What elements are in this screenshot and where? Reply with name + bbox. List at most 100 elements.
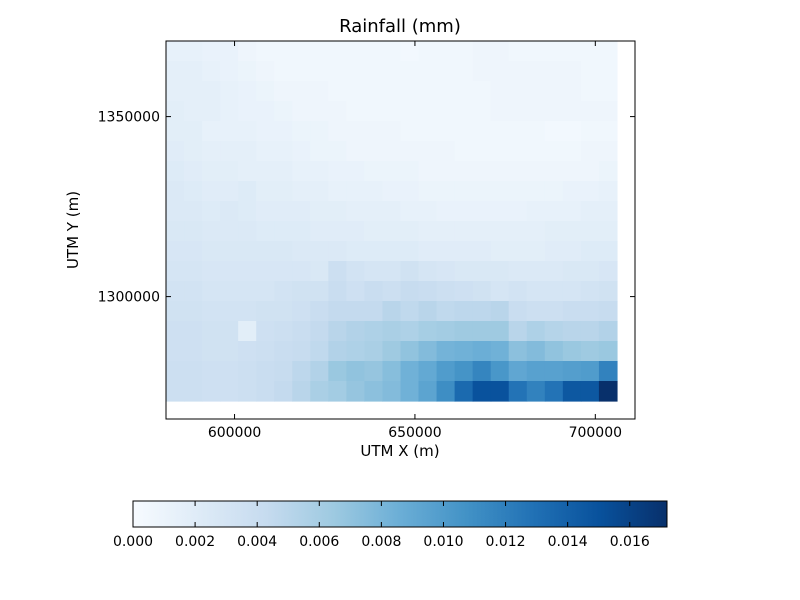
heatmap-cell	[238, 61, 257, 82]
heatmap-cell	[166, 101, 185, 122]
heatmap-cell	[184, 361, 203, 382]
heatmap-cell	[580, 81, 600, 102]
heatmap-cell	[292, 201, 311, 222]
heatmap-cell	[256, 61, 275, 82]
heatmap-cell	[310, 261, 329, 282]
heatmap-cell	[526, 101, 546, 122]
heatmap-cell	[220, 321, 239, 342]
heatmap-cell	[166, 241, 185, 262]
heatmap-cell	[544, 181, 564, 202]
heatmap-cell	[580, 41, 600, 62]
heatmap-cell	[238, 241, 257, 262]
heatmap-cell	[562, 261, 582, 282]
heatmap-cell	[472, 281, 492, 302]
heatmap-cell	[382, 361, 402, 382]
heatmap-cell	[544, 321, 564, 342]
heatmap-cell	[526, 121, 546, 142]
heatmap-cell	[436, 61, 456, 82]
heatmap-cell	[490, 121, 510, 142]
heatmap-cell	[436, 121, 456, 142]
heatmap-cell	[310, 381, 329, 402]
heatmap-cell	[580, 101, 600, 122]
heatmap-cell	[364, 221, 384, 242]
heatmap-cell	[544, 81, 564, 102]
heatmap-cell	[490, 201, 510, 222]
heatmap-cell	[400, 321, 420, 342]
heatmap-cell	[598, 361, 618, 382]
heatmap-cell	[598, 221, 618, 242]
heatmap-cell	[292, 361, 311, 382]
heatmap-cell	[508, 261, 528, 282]
heatmap-cell	[598, 81, 618, 102]
colorbar-tick-label: 0.016	[610, 534, 650, 550]
heatmap-cell	[292, 41, 311, 62]
y-tick-label: 1350000	[98, 110, 160, 126]
heatmap-cell	[310, 321, 329, 342]
heatmap-cell	[580, 201, 600, 222]
heatmap-cell	[310, 301, 329, 322]
heatmap-cell	[400, 161, 420, 182]
heatmap-cell	[274, 361, 293, 382]
heatmap-cell	[364, 141, 384, 162]
heatmap-cell	[346, 201, 366, 222]
heatmap-cell	[418, 61, 438, 82]
heatmap-cell	[436, 261, 456, 282]
heatmap-cell	[562, 321, 582, 342]
heatmap-cell	[310, 181, 329, 202]
heatmap-cell	[202, 341, 221, 362]
heatmap-cell	[400, 81, 420, 102]
heatmap-cell	[544, 241, 564, 262]
heatmap-cell	[166, 221, 185, 242]
heatmap-cell	[544, 301, 564, 322]
heatmap-cell	[256, 241, 275, 262]
heatmap-cell	[562, 121, 582, 142]
heatmap-cell	[598, 61, 618, 82]
heatmap-cell	[508, 41, 528, 62]
heatmap-cell	[382, 241, 402, 262]
heatmap-cell	[526, 41, 546, 62]
heatmap-cell	[256, 341, 275, 362]
heatmap-cell	[544, 41, 564, 62]
heatmap-cell	[400, 101, 420, 122]
heatmap-cell	[472, 101, 492, 122]
heatmap-cell	[256, 41, 275, 62]
heatmap-cell	[598, 281, 618, 302]
heatmap-cell	[292, 101, 311, 122]
heatmap-cell	[418, 341, 438, 362]
heatmap-cell	[382, 341, 402, 362]
heatmap-cell	[382, 81, 402, 102]
heatmap-cell	[508, 181, 528, 202]
plot-frame	[165, 40, 636, 420]
heatmap-cell	[598, 381, 618, 402]
heatmap-cell	[436, 301, 456, 322]
heatmap-cell	[328, 81, 347, 102]
heatmap-cell	[220, 121, 239, 142]
heatmap-cell	[580, 381, 600, 402]
heatmap-cell	[256, 81, 275, 102]
heatmap-cell	[526, 241, 546, 262]
heatmap-cell	[202, 361, 221, 382]
heatmap-cell	[166, 341, 185, 362]
heatmap-cell	[526, 201, 546, 222]
heatmap-cell	[490, 261, 510, 282]
heatmap-cell	[364, 241, 384, 262]
heatmap-cell	[562, 361, 582, 382]
heatmap-cell	[418, 301, 438, 322]
heatmap-cell	[328, 161, 347, 182]
heatmap-cell	[400, 41, 420, 62]
heatmap-cell	[400, 281, 420, 302]
heatmap-cell	[184, 241, 203, 262]
heatmap-cell	[274, 201, 293, 222]
y-axis-label: UTM Y (m)	[64, 191, 82, 269]
heatmap-cell	[562, 141, 582, 162]
heatmap-cell	[598, 161, 618, 182]
heatmap-cell	[292, 381, 311, 402]
heatmap-cell	[166, 81, 185, 102]
heatmap-cell	[328, 321, 347, 342]
heatmap-cell	[166, 141, 185, 162]
heatmap-cell	[346, 81, 366, 102]
heatmap-cell	[418, 81, 438, 102]
heatmap-cell	[544, 221, 564, 242]
heatmap-cell	[346, 381, 366, 402]
heatmap-cell	[490, 341, 510, 362]
